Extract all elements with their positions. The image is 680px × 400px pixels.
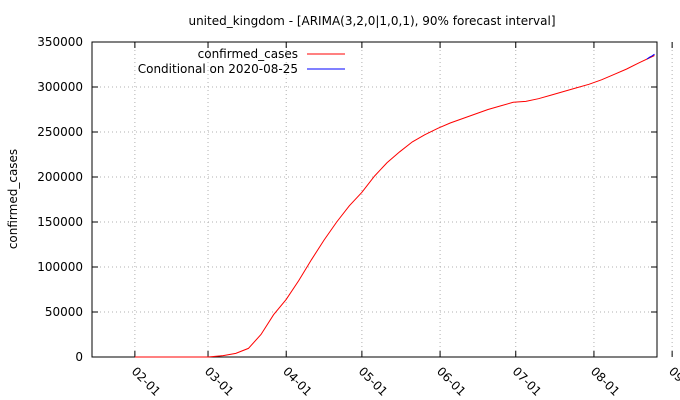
legend-label-conditional: Conditional on 2020-08-25 — [138, 62, 298, 76]
x-tick-label: 04-01 — [280, 364, 315, 399]
y-axis: 0 50000 100000 150000 200000 250000 300000 3500… — [37, 35, 657, 364]
x-tick-label: 06-01 — [434, 364, 469, 399]
x-tick-label: 09-01 — [666, 364, 680, 399]
chart-title: united_kingdom - [ARIMA(3,2,0|1,0,1), 90… — [188, 14, 555, 28]
series-line-conditional — [646, 53, 655, 60]
y-tick-label: 100000 — [37, 260, 83, 274]
x-tick-label: 08-01 — [588, 364, 623, 399]
y-axis-label: confirmed_cases — [6, 149, 20, 249]
series-line-confirmed-cases — [134, 55, 655, 358]
y-tick-label: 50000 — [45, 305, 83, 319]
series-lines — [134, 53, 655, 358]
x-tick-label: 05-01 — [356, 364, 391, 399]
legend: confirmed_cases Conditional on 2020-08-2… — [138, 47, 345, 76]
y-tick-label: 150000 — [37, 215, 83, 229]
x-tick-label: 07-01 — [510, 364, 545, 399]
x-tick-label: 03-01 — [202, 364, 237, 399]
plot-frame — [91, 41, 658, 358]
y-tick-label: 0 — [75, 350, 83, 364]
x-tick-label: 02-01 — [129, 364, 164, 399]
y-tick-label: 300000 — [37, 80, 83, 94]
legend-label-confirmed-cases: confirmed_cases — [198, 47, 298, 61]
x-axis: 02-01 03-01 04-01 05-01 06-01 07-01 08-01 09-01 — [129, 42, 680, 399]
y-tick-label: 350000 — [37, 35, 83, 49]
grid — [92, 42, 673, 357]
y-tick-label: 200000 — [37, 170, 83, 184]
y-tick-label: 250000 — [37, 125, 83, 139]
